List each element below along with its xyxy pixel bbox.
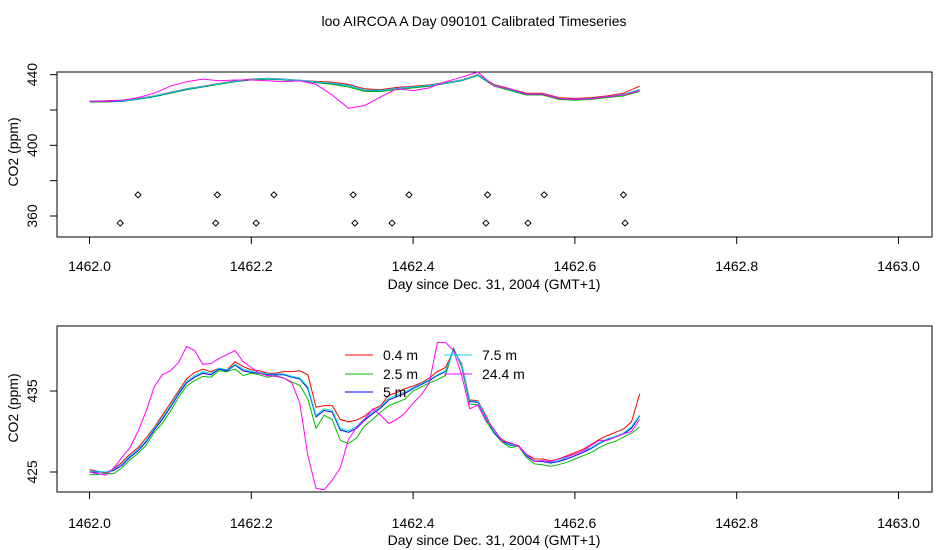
y-tick-label: 360 [24,204,40,228]
x-tick-label: 1462.6 [553,515,596,531]
series-line-2-5-mm [89,346,640,475]
top-plot-frame [56,71,933,238]
y-tick-label: 435 [24,379,40,403]
bottom-axis-ticks: 1462.0 1462.2 1462.4 1462.6 1462.8 1463.0 425 4… [24,379,920,531]
bottom-panel: 1462.0 1462.2 1462.4 1462.6 1462.8 1463.0 425 4… [5,325,933,548]
x-tick-label: 1463.0 [877,515,920,531]
legend-label: 2.5 m [383,366,418,382]
diamond-marker [134,191,142,199]
x-tick-label: 1462.0 [68,515,111,531]
legend-label: 7.5 m [482,347,517,363]
diamond-marker [211,219,220,227]
series-line-0-4-mm [89,74,640,102]
y-tick-label: 400 [24,133,40,157]
legend-label: 5 m [383,384,406,400]
diamond-marker [621,219,629,227]
top-x-axis-label: Day since Dec. 31, 2004 (GMT+1) [388,276,601,292]
series-line-24-4-mm [89,71,640,109]
x-tick-label: 1462.0 [68,258,111,274]
diamond-marker [483,191,492,199]
x-tick-label: 1462.8 [715,515,758,531]
x-tick-label: 1462.4 [392,515,435,531]
x-tick-label: 1463.0 [877,258,920,274]
diamond-marker [349,191,357,199]
diamond-marker [252,219,260,227]
diamond-marker [524,219,532,227]
bottom-series-group [89,341,641,491]
legend: 0.4 m 2.5 m 5 m 7.5 m 24.4 m [345,347,525,400]
x-tick-label: 1462.2 [230,258,273,274]
diamond-marker [619,191,628,199]
legend-label: 24.4 m [482,366,525,382]
diamond-marker [405,191,413,199]
bottom-x-axis-label: Day since Dec. 31, 2004 (GMT+1) [388,532,601,548]
x-tick-label: 1462.6 [553,258,596,274]
top-panel: 1462.0 1462.2 1462.4 1462.6 1462.8 1463.0 360 4… [5,63,933,292]
top-axis-ticks: 1462.0 1462.2 1462.4 1462.6 1462.8 1463.0 360 4… [24,63,920,274]
chart-title: loo AIRCOA A Day 090101 Calibrated Times… [321,13,626,29]
diamond-marker [388,219,396,227]
diamond-marker [213,191,222,199]
diamond-marker [270,191,278,199]
series-line-7-5-mm [89,349,641,473]
x-tick-label: 1462.2 [230,515,273,531]
y-tick-label: 425 [24,460,40,484]
bottom-plot-frame [56,325,933,493]
x-tick-label: 1462.4 [392,258,435,274]
top-series-group [89,71,640,109]
diamond-marker [351,219,359,227]
series-line-0-4-mm [89,349,641,474]
legend-label: 0.4 m [383,347,418,363]
top-marker-group [116,191,629,227]
top-y-axis-label: CO2 (ppm) [5,117,21,186]
bottom-y-axis-label: CO2 (ppm) [5,373,21,442]
series-line-24-4-mm [89,341,641,491]
series-line-5-mm [89,348,641,473]
y-tick-label: 440 [24,63,40,87]
series-line-7-5-mm [89,74,640,102]
diamond-marker [482,219,490,227]
x-tick-label: 1462.8 [715,258,758,274]
diamond-marker [116,219,124,227]
diamond-marker [540,191,548,199]
